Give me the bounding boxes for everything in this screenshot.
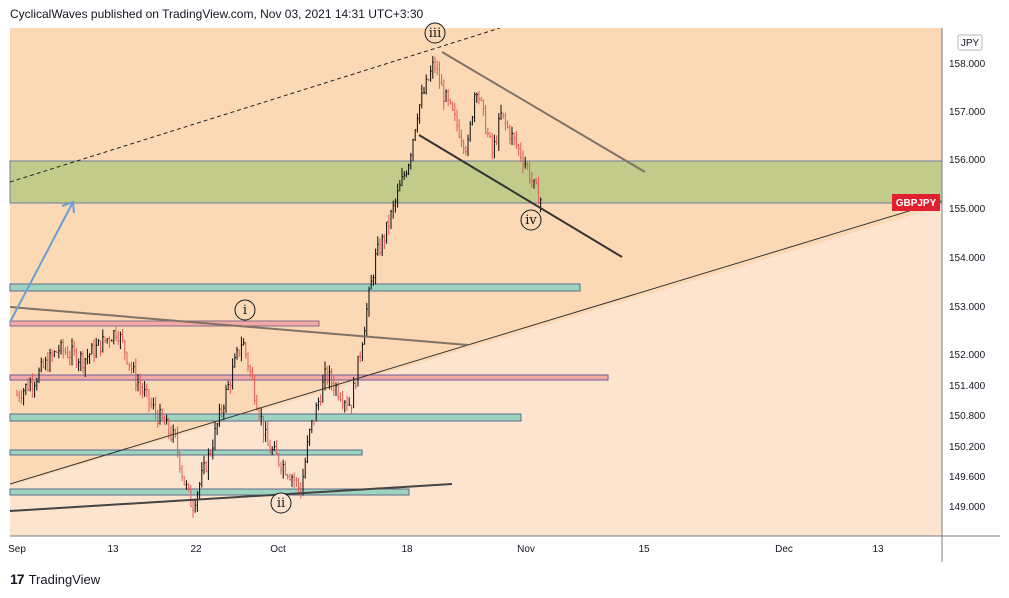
- y-tick-label: 149.600: [949, 472, 986, 483]
- long-support-line: [10, 200, 942, 485]
- y-tick-label: 151.400: [949, 381, 986, 392]
- y-tick-label: 153.000: [949, 302, 986, 313]
- wave-label-iv: iv: [520, 209, 542, 231]
- y-tick-label: 150.800: [949, 411, 986, 422]
- x-tick-label: Sep: [8, 544, 26, 555]
- horizontal-box-152-7: [9, 320, 320, 327]
- horizontal-box-151-4: [9, 374, 609, 381]
- y-tick-label: 158.000: [949, 59, 986, 70]
- trend-lines: [10, 28, 942, 512]
- last-price-label: [892, 194, 940, 211]
- wave-label-iii: iii: [424, 22, 446, 44]
- supply-demand-zone: [9, 160, 943, 204]
- base-support-line: [10, 483, 453, 512]
- currency-label: JPY: [961, 38, 980, 49]
- time-axis[interactable]: Sep 13 22 Oct 18 Nov 15 Dec 13: [8, 544, 884, 555]
- svg-text:i: i: [243, 303, 247, 318]
- tradingview-footer: 17 TradingView: [10, 571, 100, 587]
- horizontal-box-150-1: [9, 449, 363, 456]
- y-tick-label: 156.000: [949, 155, 986, 166]
- horizontal-box-150-8: [9, 413, 522, 422]
- x-tick-label: 18: [401, 544, 413, 555]
- svg-text:ii: ii: [277, 496, 285, 511]
- wave-i-trend-line: [10, 306, 469, 346]
- price-axis[interactable]: JPY 158.000 157.000 156.000 155.000 154.000 1…: [10, 28, 1000, 562]
- wave-label-i: i: [234, 299, 256, 321]
- y-tick-label: 157.000: [949, 107, 986, 118]
- blue-projection-line: [10, 201, 74, 323]
- horizontal-box-149-5: [9, 488, 410, 496]
- currency-badge: [957, 34, 983, 51]
- y-tick-label: 155.000: [949, 204, 986, 215]
- x-tick-label: Nov: [517, 544, 535, 555]
- horizontal-box-153-5: [9, 283, 581, 292]
- x-tick-label: Oct: [270, 544, 286, 555]
- y-tick-label: 149.000: [949, 502, 986, 513]
- x-tick-label: Dec: [775, 544, 793, 555]
- svg-text:iv: iv: [525, 213, 537, 228]
- x-tick-label: 22: [190, 544, 202, 555]
- tradingview-brand-label: TradingView: [28, 571, 101, 587]
- x-tick-label: 13: [872, 544, 884, 555]
- tradingview-logo-icon: 17: [10, 571, 25, 587]
- x-tick-label: 13: [107, 544, 119, 555]
- y-tick-label: 154.000: [949, 253, 986, 264]
- lower-channel-line: [418, 134, 623, 258]
- blue-projection-arrowhead: [61, 200, 75, 214]
- upper-resistance-line: [441, 51, 646, 173]
- chart-header: CyclicalWaves published on TradingView.c…: [10, 7, 424, 21]
- channel-dashed-line: [10, 28, 501, 183]
- x-tick-label: 15: [638, 544, 650, 555]
- wave-label-ii: ii: [270, 492, 292, 514]
- svg-text:iii: iii: [429, 26, 441, 41]
- upper-shaded-region: [10, 28, 942, 486]
- y-tick-label: 150.200: [949, 442, 986, 453]
- y-tick-label: 152.000: [949, 350, 986, 361]
- last-price-label-text: GBPJPY: [896, 198, 937, 209]
- candlestick-series: [16, 56, 542, 518]
